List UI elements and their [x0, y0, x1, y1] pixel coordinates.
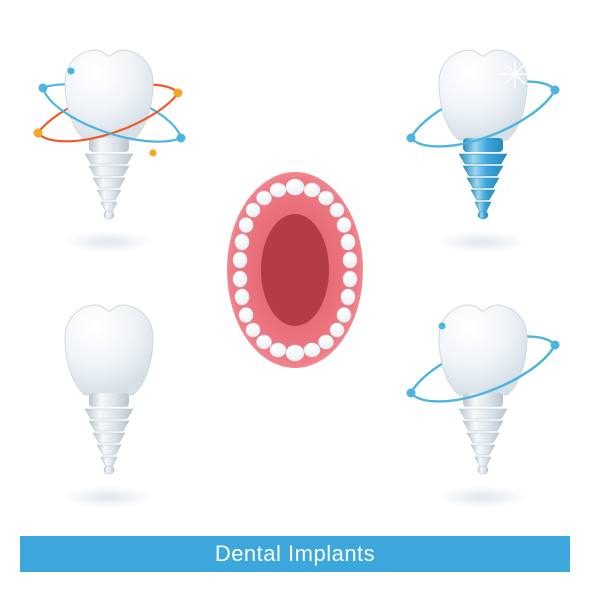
- shadow: [63, 486, 153, 508]
- implant-tl: [20, 20, 197, 265]
- implant-br: [393, 275, 570, 520]
- title-bar: Dental Implants: [20, 536, 570, 572]
- sparkle-icon: [501, 60, 529, 88]
- screw-threads: [459, 409, 507, 474]
- mouth-throat: [261, 214, 329, 326]
- implant-svg-tr: [397, 38, 567, 248]
- implant-grid: [20, 20, 570, 520]
- shadow: [63, 231, 153, 253]
- shadow: [437, 231, 527, 253]
- implant-tr: [393, 20, 570, 265]
- mouth-svg: [220, 165, 370, 375]
- implant-svg-tl: [23, 38, 193, 248]
- shadow: [437, 486, 527, 508]
- implant-bl: [20, 275, 197, 520]
- title-text: Dental Implants: [215, 541, 375, 567]
- tooth-crown: [65, 50, 153, 140]
- tooth-crown: [65, 305, 153, 395]
- implant-svg-br: [397, 293, 567, 503]
- mouth-cell: [207, 20, 384, 520]
- screw-threads: [459, 154, 507, 219]
- implant-svg-bl: [23, 293, 193, 503]
- screw-threads: [85, 154, 133, 219]
- screw-threads: [85, 409, 133, 474]
